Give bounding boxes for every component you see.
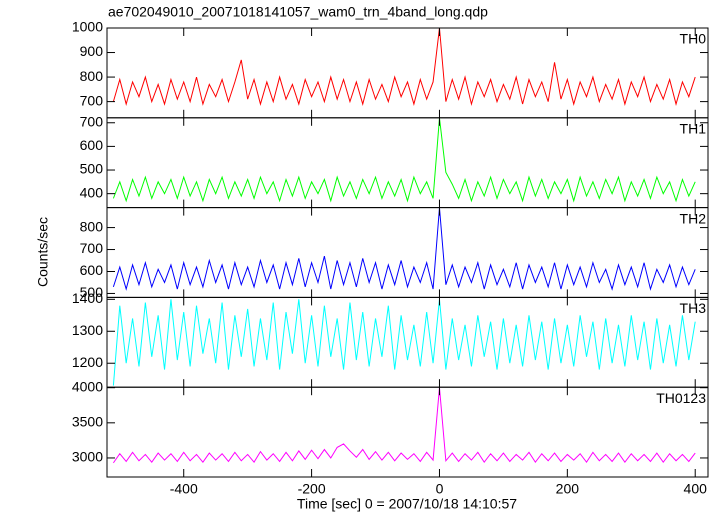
- y-tick-label: 1400: [72, 290, 103, 306]
- y-tick-label: 600: [80, 137, 104, 153]
- panel-label: TH3: [680, 300, 707, 316]
- series-line: [112, 299, 696, 386]
- y-tick-label: 500: [80, 161, 104, 177]
- y-tick-label: 400: [80, 184, 104, 200]
- panel-label: TH1: [680, 121, 707, 137]
- y-tick-label: 1300: [72, 322, 103, 338]
- series-line: [112, 28, 696, 107]
- y-tick-label: 4000: [72, 378, 103, 394]
- x-tick-label: -200: [298, 481, 326, 497]
- panel-frame: [106, 27, 709, 119]
- y-tick-label: 500: [80, 284, 104, 300]
- x-tick-label: 200: [556, 481, 580, 497]
- y-tick-label: 700: [80, 92, 104, 108]
- y-tick-label: 3000: [72, 449, 103, 465]
- y-axis-label: Counts/sec: [35, 217, 51, 287]
- series-line: [112, 117, 696, 203]
- panel-label: TH2: [680, 210, 707, 226]
- panel-frame: [106, 117, 709, 209]
- panel-frame: [106, 386, 709, 478]
- y-tick-label: 1000: [72, 19, 103, 35]
- chart-title: ae702049010_20071018141057_wam0_trn_4ban…: [108, 4, 488, 20]
- y-tick-label: 3500: [72, 414, 103, 430]
- y-tick-label: 900: [80, 43, 104, 59]
- y-tick-label: 800: [80, 218, 104, 234]
- y-tick-label: 700: [80, 113, 104, 129]
- panel-frame: [106, 207, 709, 298]
- y-tick-label: 700: [80, 240, 104, 256]
- series-line: [112, 387, 696, 464]
- y-tick-label: 800: [80, 68, 104, 84]
- x-tick-label: 0: [436, 481, 444, 497]
- y-tick-label: 1200: [72, 354, 103, 370]
- y-tick-label: 600: [80, 262, 104, 278]
- series-line: [112, 207, 696, 291]
- x-axis-label: Time [sec] 0 = 2007/10/18 14:10:57: [297, 496, 517, 512]
- x-tick-label: 400: [684, 481, 708, 497]
- panel-label: TH0: [680, 31, 707, 47]
- panel-label: TH0123: [656, 390, 706, 406]
- x-tick-label: -400: [170, 481, 198, 497]
